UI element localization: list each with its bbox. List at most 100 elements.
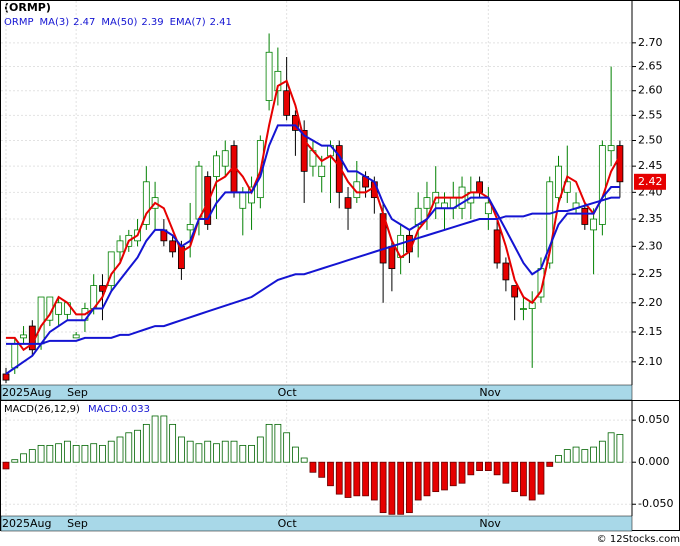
macd-bar — [283, 432, 291, 463]
macd-bar — [151, 415, 159, 463]
macd-bar — [362, 461, 369, 497]
y-tick-label: 2.15 — [638, 325, 663, 338]
macd-bar — [344, 461, 352, 498]
y-tick-label: 2.20 — [638, 296, 663, 309]
candle-body — [213, 155, 220, 177]
candle-body — [493, 229, 501, 264]
candle-body — [265, 51, 273, 101]
candle-body — [248, 186, 255, 204]
macd-bar — [353, 461, 361, 497]
candle-body — [388, 245, 396, 270]
y-tick-label: 2.35 — [638, 212, 663, 225]
candle-body — [581, 207, 589, 225]
candle-body — [502, 262, 510, 281]
indicator-line — [6, 196, 620, 345]
macd-bar — [265, 423, 273, 463]
macd-bar — [2, 461, 10, 470]
candle-body — [520, 308, 527, 310]
candle-body — [221, 150, 229, 167]
candle-body — [116, 240, 124, 253]
macd-bar — [134, 429, 141, 463]
chart-title: (ORMP) — [4, 1, 51, 14]
macd-bar — [581, 449, 589, 463]
candle-body — [20, 334, 27, 339]
macd-bar — [300, 457, 308, 463]
macd-bar — [607, 432, 615, 463]
macd-bar — [221, 440, 229, 463]
macd-readout-value: 0.033 — [121, 404, 150, 415]
x-tick-label: Sep — [67, 386, 88, 399]
macd-bar — [484, 461, 492, 472]
macd-bar — [520, 461, 527, 497]
macd-bar — [46, 444, 54, 463]
macd-bar — [502, 461, 510, 484]
legend-name: MA(3) — [39, 17, 69, 28]
candle-body — [607, 145, 615, 152]
y-tick-label: 2.30 — [638, 239, 663, 252]
macd-bar — [309, 461, 317, 473]
candle-body — [11, 343, 19, 369]
macd-bar — [169, 423, 177, 463]
macd-bar — [493, 461, 501, 476]
candle-body — [546, 181, 554, 264]
macd-bar — [546, 461, 554, 467]
y-tick-label: -0.050 — [638, 497, 673, 510]
candle-body — [37, 296, 45, 345]
candle-body — [423, 197, 431, 209]
y-tick-label: 2.60 — [638, 84, 663, 97]
candle-body — [169, 240, 177, 253]
x-tick-label: Nov — [479, 517, 501, 530]
macd-bar — [239, 444, 247, 463]
legend-name: EMA(7) — [170, 17, 206, 28]
x-tick-label: 2025Aug — [2, 386, 51, 399]
macd-bar — [248, 444, 255, 463]
candle-body — [590, 218, 597, 231]
candle-body — [292, 114, 299, 131]
candle-body — [616, 145, 624, 183]
x-tick-label: Oct — [278, 386, 298, 399]
indicator-line — [6, 79, 621, 352]
macd-bar — [195, 443, 203, 463]
macd-bar — [537, 461, 545, 495]
macd-bar — [204, 440, 212, 463]
macd-bar — [423, 461, 431, 497]
y-tick-label: 0.000 — [638, 455, 670, 468]
macd-bar — [327, 461, 334, 487]
macd-bar — [476, 461, 483, 472]
macd-bar — [20, 453, 27, 463]
macd-bar — [598, 440, 606, 463]
x-tick-label: Nov — [479, 386, 501, 399]
candle-body — [283, 90, 291, 116]
macd-bar — [11, 459, 19, 463]
macd-bar — [388, 461, 396, 515]
plot-area — [2, 415, 624, 515]
macd-bar — [63, 440, 71, 463]
candle-body — [484, 202, 492, 215]
macd-bar — [449, 461, 457, 487]
candle-body — [511, 285, 519, 298]
macd-bar — [528, 461, 536, 501]
candle-body — [107, 251, 115, 286]
y-tick-label: 2.25 — [638, 267, 663, 280]
footer: © 12Stocks.com — [597, 534, 680, 545]
candle-body — [555, 165, 562, 199]
candle-body — [186, 224, 194, 231]
candle-body — [318, 165, 326, 177]
macd-bar — [555, 455, 562, 463]
macd-bar — [511, 461, 519, 493]
macd-bar — [397, 461, 405, 515]
macd-bar — [37, 444, 45, 463]
candle-body — [598, 145, 606, 225]
candle-body — [72, 334, 80, 339]
macd-bar — [335, 461, 343, 495]
macd-bar — [414, 461, 422, 501]
macd-bar — [81, 444, 89, 463]
plot-area — [2, 33, 624, 384]
candle-body — [344, 197, 352, 209]
legend-value: 2.47 — [73, 17, 95, 28]
x-axis-band — [0, 384, 633, 401]
macd-bar — [186, 440, 194, 463]
macd-bar — [616, 434, 624, 463]
macd-bar — [467, 461, 475, 476]
